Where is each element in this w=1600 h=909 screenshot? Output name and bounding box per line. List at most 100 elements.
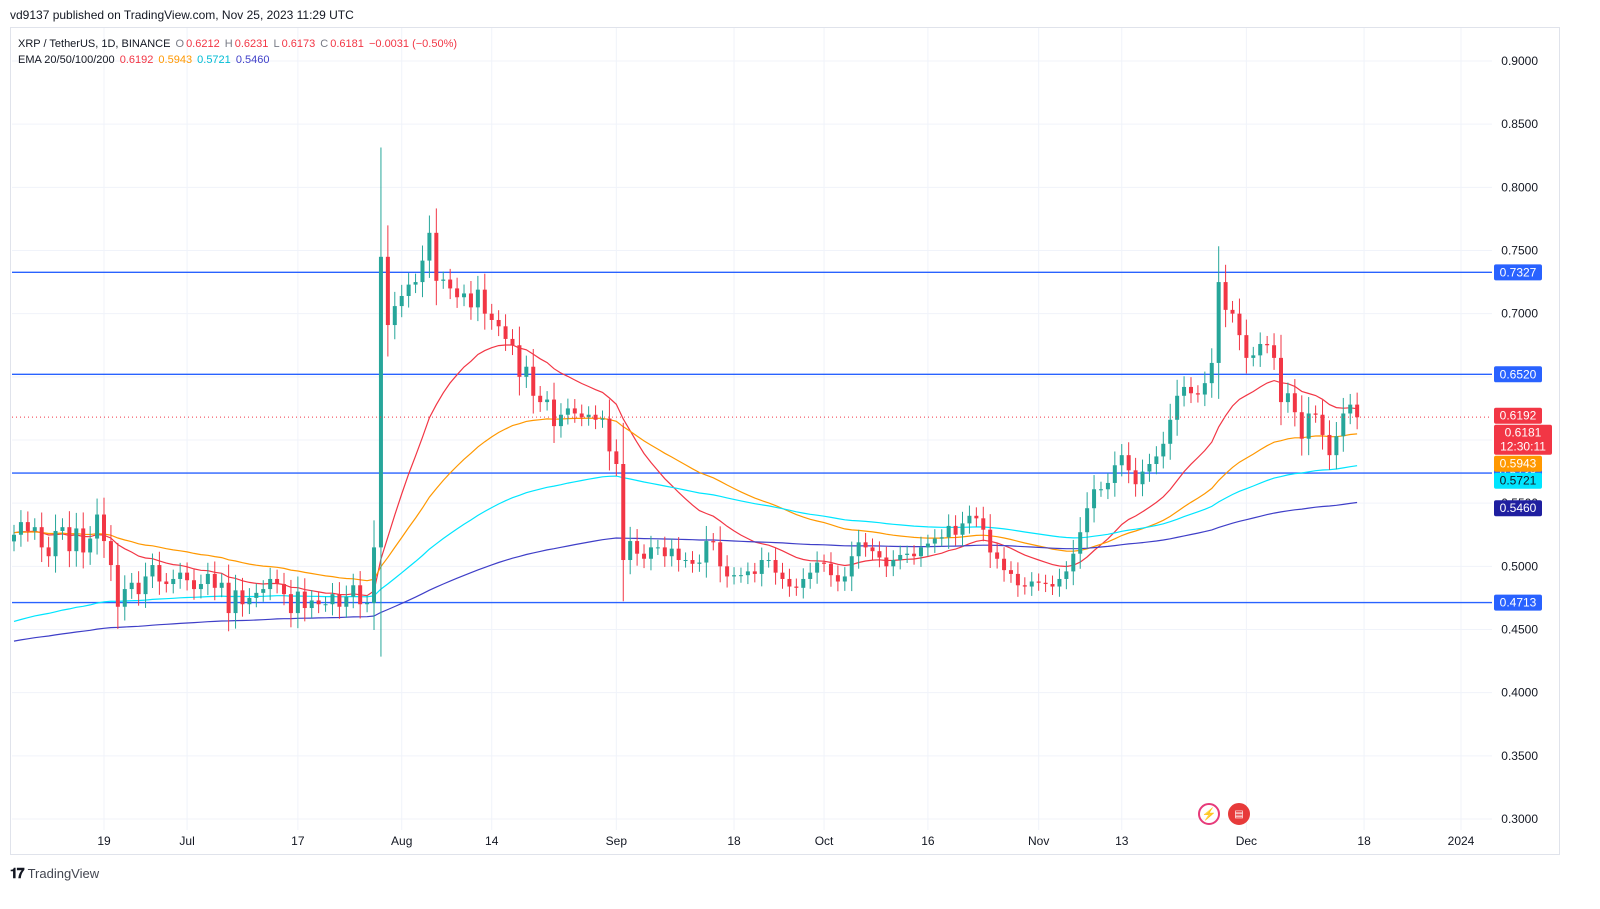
x-tick-label: 19 [97, 834, 111, 848]
candle-body [157, 565, 162, 582]
y-tick-label: 0.4000 [1501, 686, 1538, 700]
x-tick-label: 18 [727, 834, 741, 848]
candle-body [572, 408, 577, 414]
ema20-value: 0.6192 [119, 54, 154, 66]
lightning-icon[interactable]: ⚡ [1198, 803, 1220, 825]
candle-body [1251, 355, 1256, 358]
y-tick-label: 0.8000 [1501, 180, 1538, 194]
candle-body [295, 591, 300, 614]
candle-body [628, 541, 633, 561]
candle-body [835, 575, 840, 582]
candle-body [1313, 413, 1318, 415]
candle-body [323, 604, 328, 606]
candle-body [766, 560, 771, 562]
candle-body [863, 542, 868, 548]
candle-body [441, 279, 446, 281]
low-value: 0.6173 [281, 38, 316, 50]
ema-title[interactable]: EMA 20/50/100/200 [18, 54, 115, 66]
price-tag [1494, 407, 1542, 424]
candle-body [801, 578, 806, 588]
candle-body [1154, 456, 1159, 465]
chart-legend: XRP / TetherUS, 1D, BINANCE O 0.6212 H 0.6… [18, 36, 459, 68]
candle-body [496, 319, 501, 327]
candle-body [1140, 471, 1145, 485]
candle-body [898, 554, 903, 561]
price-tag [1494, 455, 1542, 472]
candle-body [1022, 585, 1027, 587]
candle-body [53, 530, 58, 557]
candle-body [932, 538, 937, 544]
ema20-line [13, 344, 1358, 597]
y-tick-label: 0.3000 [1501, 812, 1538, 826]
candle-body [1230, 309, 1235, 314]
candle-body [1098, 489, 1103, 491]
candle-body [683, 560, 688, 562]
candle-body [164, 581, 169, 585]
candle-body [1223, 282, 1228, 310]
candle-body [462, 293, 467, 298]
candle-body [967, 515, 972, 524]
candle-body [240, 590, 245, 605]
countdown-label: 12:30:11 [1500, 440, 1546, 454]
candle-body [738, 575, 743, 577]
candle-body [302, 591, 307, 609]
price-tag-label: 0.6181 [1505, 426, 1542, 440]
candle-body [406, 284, 411, 296]
candle-body [974, 515, 979, 519]
x-tick-label: Oct [815, 834, 834, 848]
candle-body [877, 551, 882, 558]
candle-body [849, 556, 854, 577]
y-tick-label: 0.9000 [1501, 54, 1538, 68]
candle-body [718, 542, 723, 567]
candle-body [88, 538, 93, 553]
candle-body [815, 562, 820, 573]
candle-body [1202, 383, 1207, 395]
candle-body [1299, 412, 1304, 439]
candle-body [46, 547, 51, 557]
tradingview-logo-icon: 𝟏𝟕 [10, 865, 25, 881]
candle-body [1168, 419, 1173, 444]
close-label: C [320, 38, 329, 50]
candle-body [1071, 553, 1076, 572]
symbol-label[interactable]: XRP / TetherUS, 1D, BINANCE [18, 38, 171, 50]
candle-body [884, 557, 889, 567]
tradingview-footer[interactable]: 𝟏𝟕 TradingView [10, 865, 99, 882]
candle-body [95, 514, 100, 539]
candle-body [842, 576, 847, 582]
candle-body [600, 418, 605, 420]
candle-body [1306, 413, 1311, 439]
us-flag-icon[interactable]: ▤ [1228, 803, 1250, 825]
candle-body [794, 586, 799, 588]
candle-body [579, 413, 584, 418]
candle-body [1112, 465, 1117, 483]
ema100-line [13, 465, 1358, 622]
low-label: L [273, 38, 280, 50]
candle-body [1057, 578, 1062, 587]
candle-body [205, 573, 210, 585]
x-tick-label: 14 [485, 834, 499, 848]
ema50-value: 0.5943 [158, 54, 193, 66]
candle-body [226, 582, 231, 614]
candle-body [704, 541, 709, 563]
candle-body [427, 232, 432, 261]
candle-body [732, 575, 737, 577]
price-tag [1494, 500, 1542, 517]
hline-price-label: 0.7327 [1500, 265, 1537, 279]
candle-body [565, 408, 570, 415]
candle-body [725, 566, 730, 577]
candle-body [1258, 343, 1263, 356]
candle-body [1043, 582, 1048, 585]
price-tag [1494, 472, 1542, 489]
y-tick-label: 0.8500 [1501, 117, 1538, 131]
candle-body [822, 562, 827, 564]
horizontal-lines [12, 271, 1492, 604]
price-tag-label: 0.5460 [1500, 501, 1537, 515]
candle-body [32, 527, 37, 531]
y-tick-label: 0.5000 [1501, 559, 1538, 573]
candle-body [1119, 455, 1124, 466]
y-tick-label: 0.7000 [1501, 307, 1538, 321]
candle-body [413, 282, 418, 285]
candle-body [669, 548, 674, 557]
candle-body [143, 576, 148, 595]
